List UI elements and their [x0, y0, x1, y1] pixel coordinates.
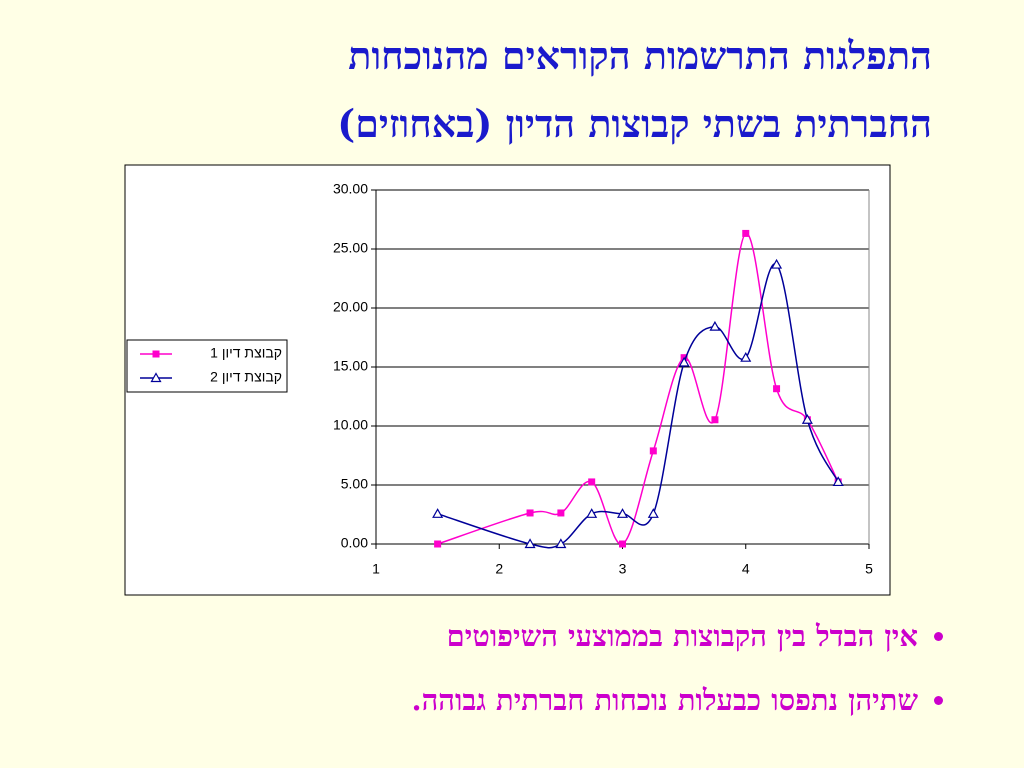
- marker: [711, 416, 719, 424]
- marker: [588, 478, 596, 486]
- marker: [771, 258, 783, 269]
- marker: [619, 540, 626, 548]
- marker: [649, 447, 657, 455]
- marker: [709, 320, 721, 331]
- y-tick-label: 30.00: [333, 181, 368, 197]
- marker: [832, 476, 844, 487]
- x-tick-label: 1: [372, 561, 380, 577]
- y-tick-label: 25.00: [333, 240, 368, 256]
- marker: [152, 350, 160, 358]
- bullet: אין הבדל בין הקבוצות בממוצעי השיפוטים: [98, 604, 918, 668]
- marker: [647, 508, 659, 518]
- marker: [586, 508, 598, 518]
- marker: [801, 414, 813, 424]
- marker: [555, 538, 567, 549]
- x-tick-label: 2: [495, 561, 503, 577]
- marker: [740, 351, 752, 362]
- marker: [773, 385, 781, 393]
- x-tick-label: 4: [742, 561, 750, 577]
- y-tick-label: 5.00: [341, 476, 368, 492]
- x-tick-label: 5: [865, 561, 873, 577]
- marker: [678, 356, 690, 367]
- marker: [526, 509, 534, 517]
- title-line: החברתית בשתי קבוצות הדיון (באחוזים): [337, 101, 932, 146]
- y-tick-label: 10.00: [333, 417, 368, 433]
- marker: [524, 538, 536, 549]
- marker: [150, 372, 162, 383]
- marker: [434, 540, 442, 548]
- title-line: התפלגות התרשמות הקוראים מהנוכחות: [348, 33, 932, 78]
- marker: [616, 508, 629, 518]
- legend-box: [126, 339, 288, 393]
- legend-label: קבוצת דיון 2: [210, 369, 282, 385]
- marker: [742, 229, 750, 237]
- marker: [557, 509, 565, 517]
- slide-title: התפלגות התרשמות הקוראים מהנוכחות החברתית…: [60, 22, 932, 158]
- x-tick-label: 3: [619, 561, 627, 577]
- bullet: שתיהן נתפסו כבעלות נוכחות חברתית גבוהה.: [98, 668, 919, 732]
- bullet-list: אין הבדל בין הקבוצות בממוצעי השיפוטים שת…: [98, 604, 942, 732]
- legend-label: קבוצת דיון 1: [210, 345, 282, 361]
- marker: [432, 508, 444, 518]
- y-tick-label: 15.00: [333, 358, 368, 374]
- y-tick-label: 0.00: [341, 535, 368, 551]
- y-tick-label: 20.00: [333, 299, 368, 315]
